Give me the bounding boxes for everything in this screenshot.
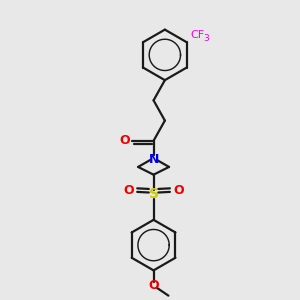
Text: CF: CF	[190, 30, 204, 40]
Text: N: N	[148, 153, 159, 166]
Text: O: O	[173, 184, 184, 196]
Text: 3: 3	[203, 34, 209, 43]
Text: O: O	[119, 134, 130, 147]
Text: O: O	[123, 184, 134, 196]
Text: O: O	[148, 279, 159, 292]
Text: S: S	[148, 187, 159, 201]
